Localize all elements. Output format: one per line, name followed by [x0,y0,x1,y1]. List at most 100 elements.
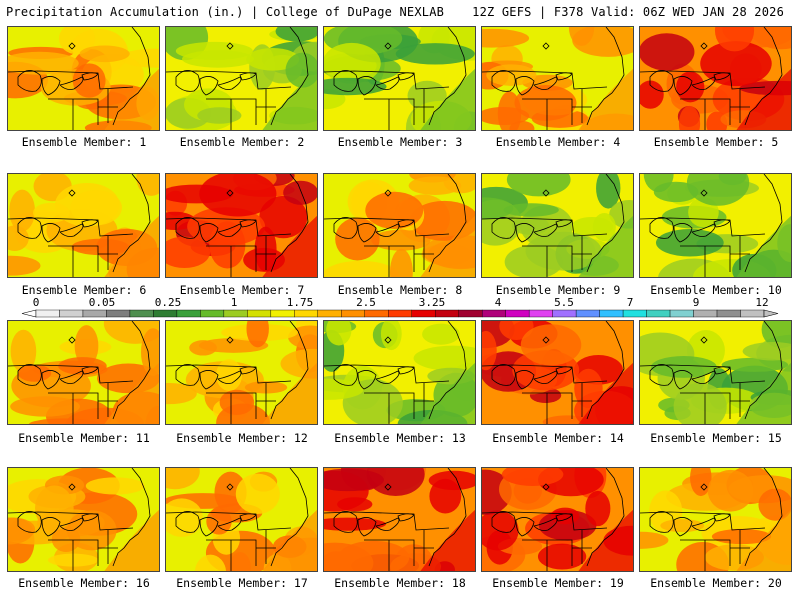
colorbar-swatch [270,309,295,318]
colorbar-tick-label: 0.05 [88,296,116,309]
precip-map [324,468,475,571]
precip-map [324,27,475,130]
precip-map [640,468,791,571]
ensemble-map-panel [323,173,476,278]
colorbar-swatch [223,309,248,318]
ensemble-member-label: Ensemble Member: 7 [179,283,305,297]
ensemble-member-label: Ensemble Member: 2 [179,135,305,149]
colorbar-swatch [693,309,718,318]
precip-map [482,321,633,424]
precip-map [640,321,791,424]
precip-map [8,174,159,277]
colorbar-swatch [740,309,765,318]
ensemble-map-panel [7,173,160,278]
colorbar-swatch [646,309,671,318]
precip-map [166,27,317,130]
ensemble-map-panel [481,320,634,425]
precip-map [324,174,475,277]
ensemble-member-label: Ensemble Member: 3 [337,135,463,149]
precip-map [640,174,791,277]
ensemble-member-label: Ensemble Member: 15 [650,431,782,445]
ensemble-member-label: Ensemble Member: 1 [21,135,147,149]
ensemble-member-label: Ensemble Member: 20 [650,576,782,590]
ensemble-member-label: Ensemble Member: 10 [650,283,782,297]
colorbar-swatch [388,309,412,318]
ensemble-map-panel [323,467,476,572]
ensemble-map-panel [639,467,792,572]
ensemble-member-label: Ensemble Member: 8 [337,283,463,297]
colorbar-tick-label: 0.25 [154,296,182,309]
precip-map [166,468,317,571]
ensemble-map-panel [323,26,476,131]
colorbar-swatch [247,309,272,318]
ensemble-map-panel [7,320,160,425]
precip-map [166,321,317,424]
colorbar-swatch [575,309,600,318]
colorbar-swatch [481,309,506,318]
precip-map [166,174,317,277]
colorbar-tick-label: 7 [626,296,634,309]
colorbar-tick-label: 2.5 [356,296,376,309]
colorbar-swatch [622,309,647,318]
ensemble-map-panel [481,173,634,278]
colorbar-swatch [317,309,342,318]
colorbar-swatch [153,309,178,318]
ensemble-member-label: Ensemble Member: 5 [653,135,779,149]
precip-map [8,468,159,571]
ensemble-map-panel [323,320,476,425]
colorbar-swatch [200,309,225,318]
colorbar-left-arrow [21,309,37,318]
colorbar-tick-label: 1.75 [286,296,314,309]
precip-map [324,321,475,424]
ensemble-map-panel [481,26,634,131]
colorbar-tick-label: 12 [755,296,769,309]
page-title: Precipitation Accumulation (in.) | Colle… [6,5,445,19]
precip-map [8,321,159,424]
ensemble-member-label: Ensemble Member: 18 [334,576,466,590]
precip-map [8,27,159,130]
precip-map [482,174,633,277]
run-valid-time: 12Z GEFS | F378 Valid: 06Z WED JAN 28 20… [472,5,784,19]
ensemble-member-label: Ensemble Member: 11 [18,431,150,445]
colorbar-swatch [106,309,131,318]
ensemble-member-label: Ensemble Member: 12 [176,431,308,445]
ensemble-member-label: Ensemble Member: 6 [21,283,147,297]
ensemble-member-label: Ensemble Member: 9 [495,283,621,297]
ensemble-map-panel [7,467,160,572]
colorbar-tick-label: 1 [230,296,238,309]
ensemble-member-label: Ensemble Member: 14 [492,431,624,445]
precip-map [640,27,791,130]
colorbar-swatch [552,309,577,318]
colorbar-swatch [669,309,694,318]
colorbar-swatch [82,309,107,318]
colorbar-swatch [435,309,459,318]
colorbar-swatch [411,309,436,318]
colorbar-swatch [129,309,154,318]
ensemble-member-label: Ensemble Member: 17 [176,576,308,590]
ensemble-map-panel [639,26,792,131]
precip-map [482,468,633,571]
ensemble-map-panel [165,173,318,278]
ensemble-map-panel [639,320,792,425]
colorbar-right-arrow [763,309,779,318]
ensemble-map-panel [7,26,160,131]
ensemble-map-panel [481,467,634,572]
colorbar-swatch [35,309,60,318]
ensemble-member-label: Ensemble Member: 16 [18,576,150,590]
ensemble-map-panel [165,467,318,572]
precip-map [482,27,633,130]
colorbar-swatch [176,309,201,318]
colorbar-swatch [364,309,389,318]
ensemble-map-panel [639,173,792,278]
colorbar-swatch [505,309,530,318]
ensemble-map-panel [165,26,318,131]
ensemble-map-panel [165,320,318,425]
ensemble-member-label: Ensemble Member: 19 [492,576,624,590]
colorbar-swatch [528,309,553,318]
ensemble-member-label: Ensemble Member: 4 [495,135,621,149]
colorbar-swatch [458,309,483,318]
colorbar-tick-label: 0 [32,296,40,309]
ensemble-member-label: Ensemble Member: 13 [334,431,466,445]
colorbar-tick-label: 3.25 [418,296,446,309]
colorbar-tick-label: 4 [494,296,502,309]
